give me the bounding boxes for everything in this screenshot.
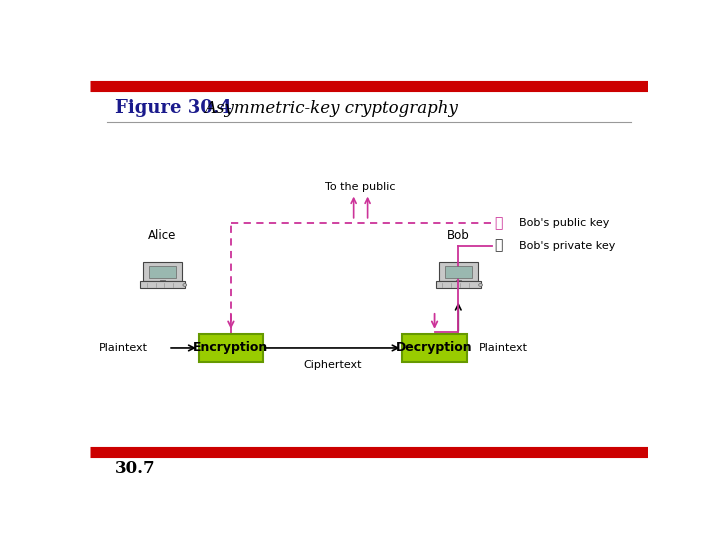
- Text: Figure 30.4: Figure 30.4: [115, 99, 232, 118]
- FancyBboxPatch shape: [445, 266, 472, 278]
- Text: 30.7: 30.7: [115, 460, 156, 477]
- FancyBboxPatch shape: [149, 266, 176, 278]
- Text: To the public: To the public: [325, 181, 396, 192]
- FancyBboxPatch shape: [160, 280, 165, 282]
- Text: Decryption: Decryption: [396, 341, 473, 354]
- Text: Encryption: Encryption: [193, 341, 269, 354]
- Text: Bob's private key: Bob's private key: [518, 241, 615, 251]
- Circle shape: [479, 284, 482, 286]
- FancyBboxPatch shape: [199, 334, 263, 362]
- Text: 🗝: 🗝: [495, 216, 503, 230]
- Text: Ciphertext: Ciphertext: [304, 360, 362, 369]
- FancyBboxPatch shape: [456, 280, 461, 282]
- FancyBboxPatch shape: [436, 281, 481, 288]
- Text: Asymmetric-key cryptography: Asymmetric-key cryptography: [204, 100, 458, 117]
- Text: Plaintext: Plaintext: [478, 343, 528, 353]
- Text: Bob: Bob: [447, 228, 469, 241]
- Text: Plaintext: Plaintext: [99, 343, 148, 353]
- Text: Bob's public key: Bob's public key: [518, 218, 609, 228]
- Text: Alice: Alice: [148, 228, 176, 241]
- FancyBboxPatch shape: [143, 262, 182, 281]
- FancyBboxPatch shape: [402, 334, 467, 362]
- FancyBboxPatch shape: [438, 262, 478, 281]
- Text: 🗝: 🗝: [495, 239, 503, 253]
- Circle shape: [183, 284, 186, 286]
- FancyBboxPatch shape: [140, 281, 185, 288]
